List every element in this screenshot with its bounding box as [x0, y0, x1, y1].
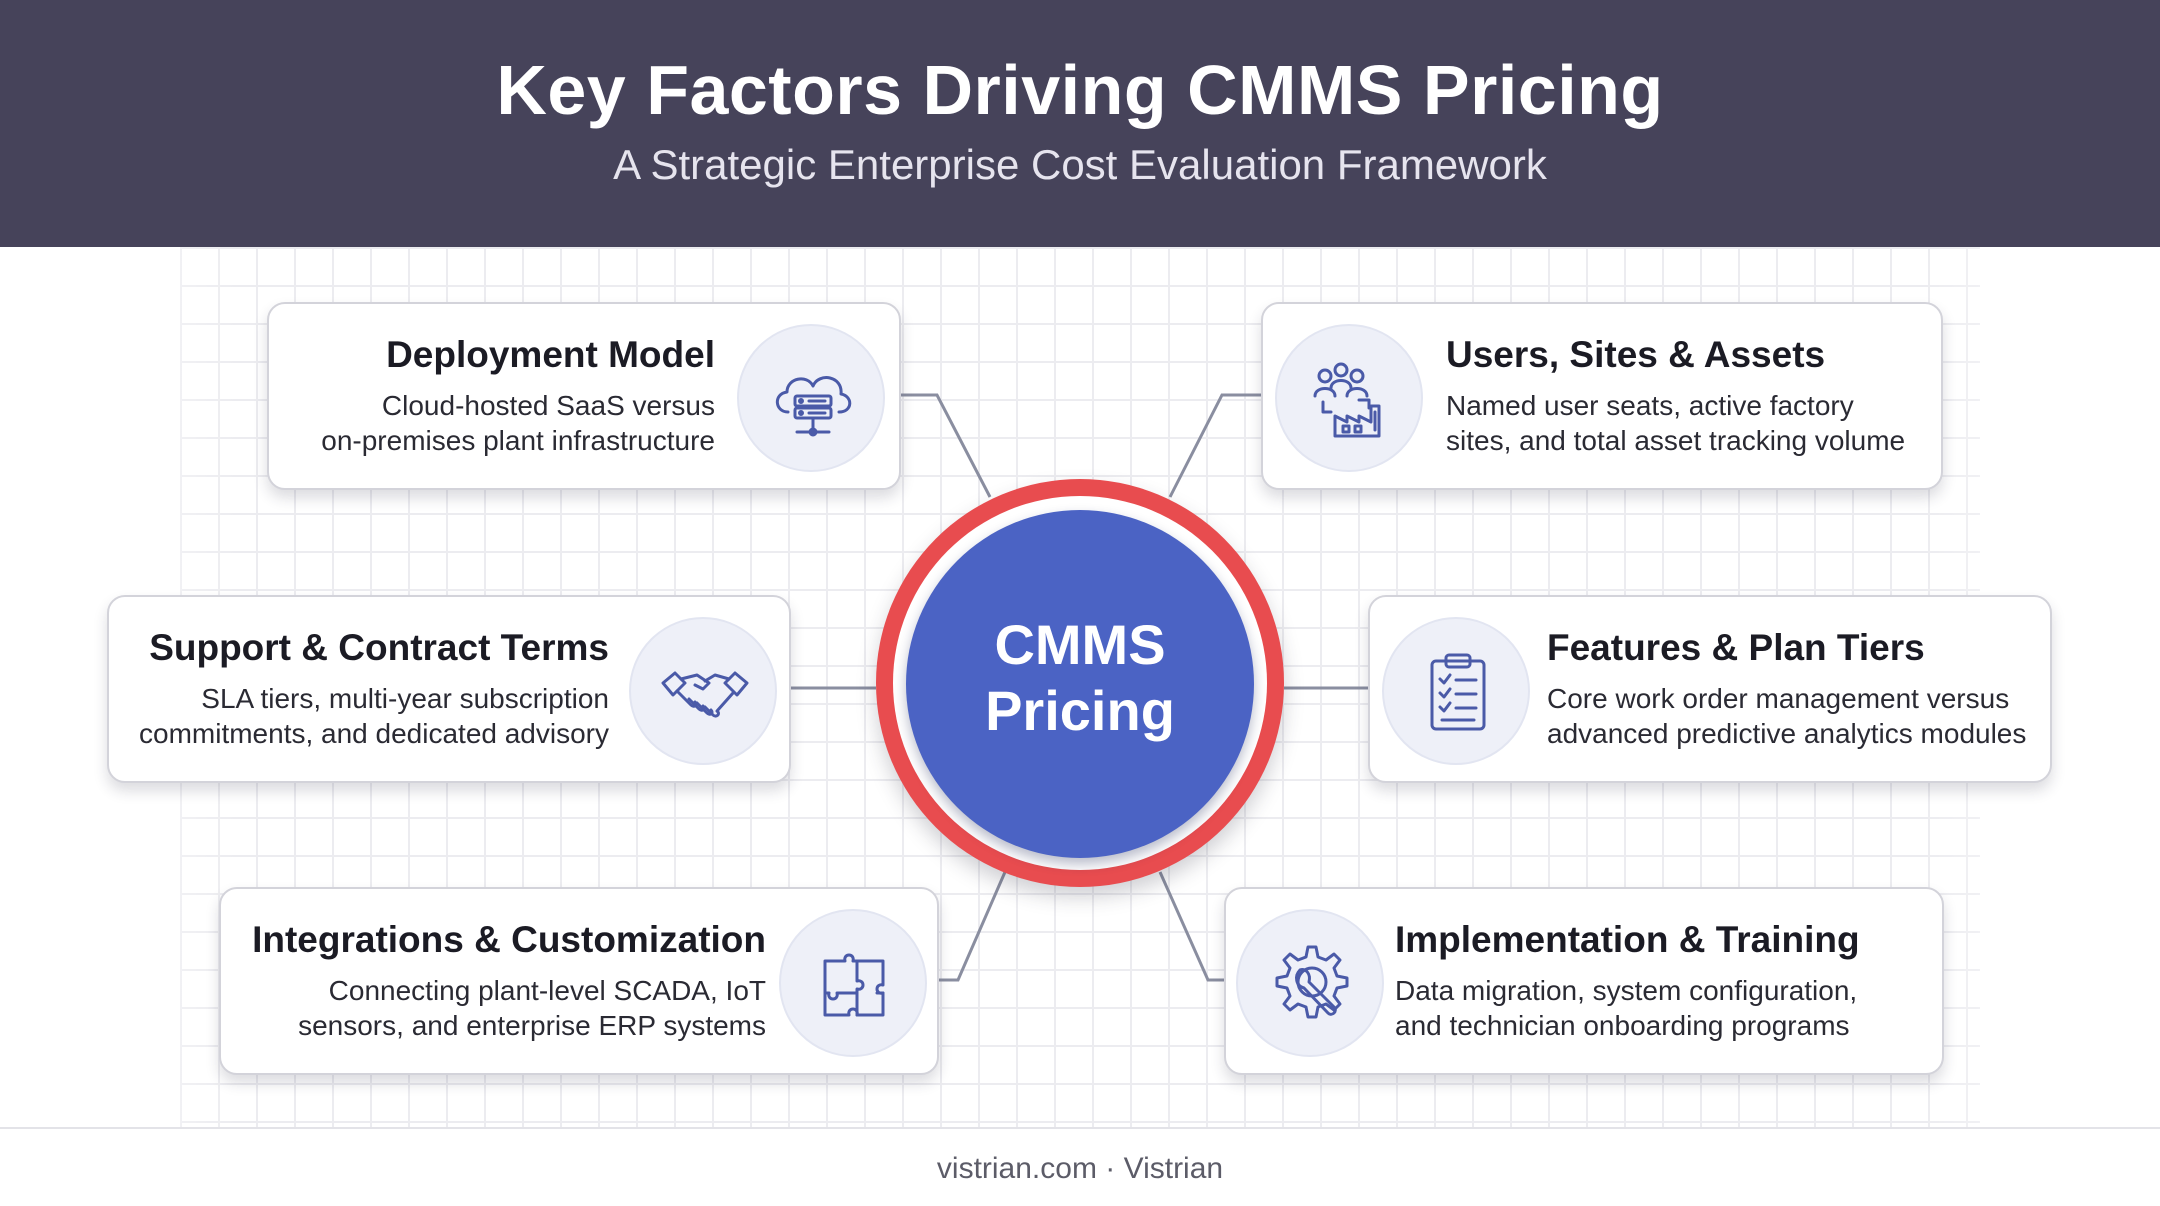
connector-users: [1168, 393, 1261, 498]
factor-card-implementation: Implementation & Training Data migration…: [1224, 887, 1944, 1075]
card-title: Users, Sites & Assets: [1446, 334, 1826, 375]
card-description-line: Connecting plant-level SCADA, IoT: [328, 975, 766, 1006]
card-description-line: Named user seats, active factory: [1446, 390, 1854, 421]
factor-card-support: Support & Contract Terms SLA tiers, mult…: [107, 595, 791, 783]
cloud-server-icon: [775, 376, 852, 437]
card-description-line: advanced predictive analytics modules: [1547, 718, 2027, 749]
hub-label-line: Pricing: [985, 679, 1175, 742]
card-title: Implementation & Training: [1395, 919, 1860, 960]
card-description-line: Core work order management versus: [1547, 683, 2010, 714]
factor-card-integrations: Integrations & Customization Connecting …: [219, 887, 939, 1075]
card-description: Connecting plant-level SCADA, IoT sensor…: [298, 973, 766, 1043]
card-description-line: Data migration, system configuration,: [1395, 975, 1858, 1006]
puzzle-icon: [823, 953, 885, 1017]
card-title: Support & Contract Terms: [149, 627, 609, 668]
header-banner: Key Factors Driving CMMS Pricing A Strat…: [0, 0, 2160, 247]
page-subtitle: A Strategic Enterprise Cost Evaluation F…: [613, 141, 1547, 188]
card-description-line: commitments, and dedicated advisory: [139, 718, 609, 749]
icon-badge: [1275, 324, 1423, 472]
card-description: Core work order management versus advanc…: [1547, 681, 2026, 751]
connector-implementation: [1158, 871, 1224, 982]
footer-credit: vistrian.com · Vistrian: [936, 1152, 1224, 1185]
factor-card-deployment: Deployment Model Cloud-hosted SaaS versu…: [267, 302, 901, 490]
card-description: Cloud-hosted SaaS versus on-premises pla…: [321, 388, 715, 458]
icon-badge: [1382, 617, 1530, 765]
card-title: Deployment Model: [386, 334, 715, 375]
handshake-icon: [661, 671, 749, 718]
clipboard-checklist-icon: [1430, 653, 1486, 731]
icon-badge: [1236, 909, 1384, 1057]
page-title: Key Factors Driving CMMS Pricing: [496, 51, 1664, 129]
users-factory-icon: [1313, 362, 1381, 438]
card-description: Data migration, system configuration, an…: [1395, 973, 1857, 1043]
factor-card-features: Features & Plan Tiers Core work order ma…: [1368, 595, 2052, 783]
connector-deployment: [901, 393, 992, 498]
card-title: Features & Plan Tiers: [1547, 627, 1925, 668]
card-description-line: SLA tiers, multi-year subscription: [201, 683, 609, 714]
footer-divider: [0, 1127, 2160, 1129]
card-description-line: sites, and total asset tracking volume: [1446, 425, 1906, 456]
icon-badge: [779, 909, 927, 1057]
hub-label-line: CMMS: [994, 613, 1166, 676]
card-description: SLA tiers, multi-year subscription commi…: [139, 681, 609, 751]
icon-badge: [737, 324, 885, 472]
icon-badge: [629, 617, 777, 765]
card-description-line: on-premises plant infrastructure: [321, 425, 715, 456]
hub-label: CMMS Pricing: [906, 612, 1254, 744]
connector-integrations: [939, 871, 1007, 982]
factor-card-users: Users, Sites & Assets Named user seats, …: [1261, 302, 1943, 490]
card-description-line: sensors, and enterprise ERP systems: [298, 1010, 766, 1041]
gear-wrench-icon: [1275, 945, 1349, 1019]
card-title: Integrations & Customization: [252, 919, 766, 960]
card-description: Named user seats, active factory sites, …: [1446, 388, 1905, 458]
card-description-line: and technician onboarding programs: [1395, 1010, 1850, 1041]
card-description-line: Cloud-hosted SaaS versus: [381, 390, 715, 421]
hub-circle: [906, 510, 1254, 858]
